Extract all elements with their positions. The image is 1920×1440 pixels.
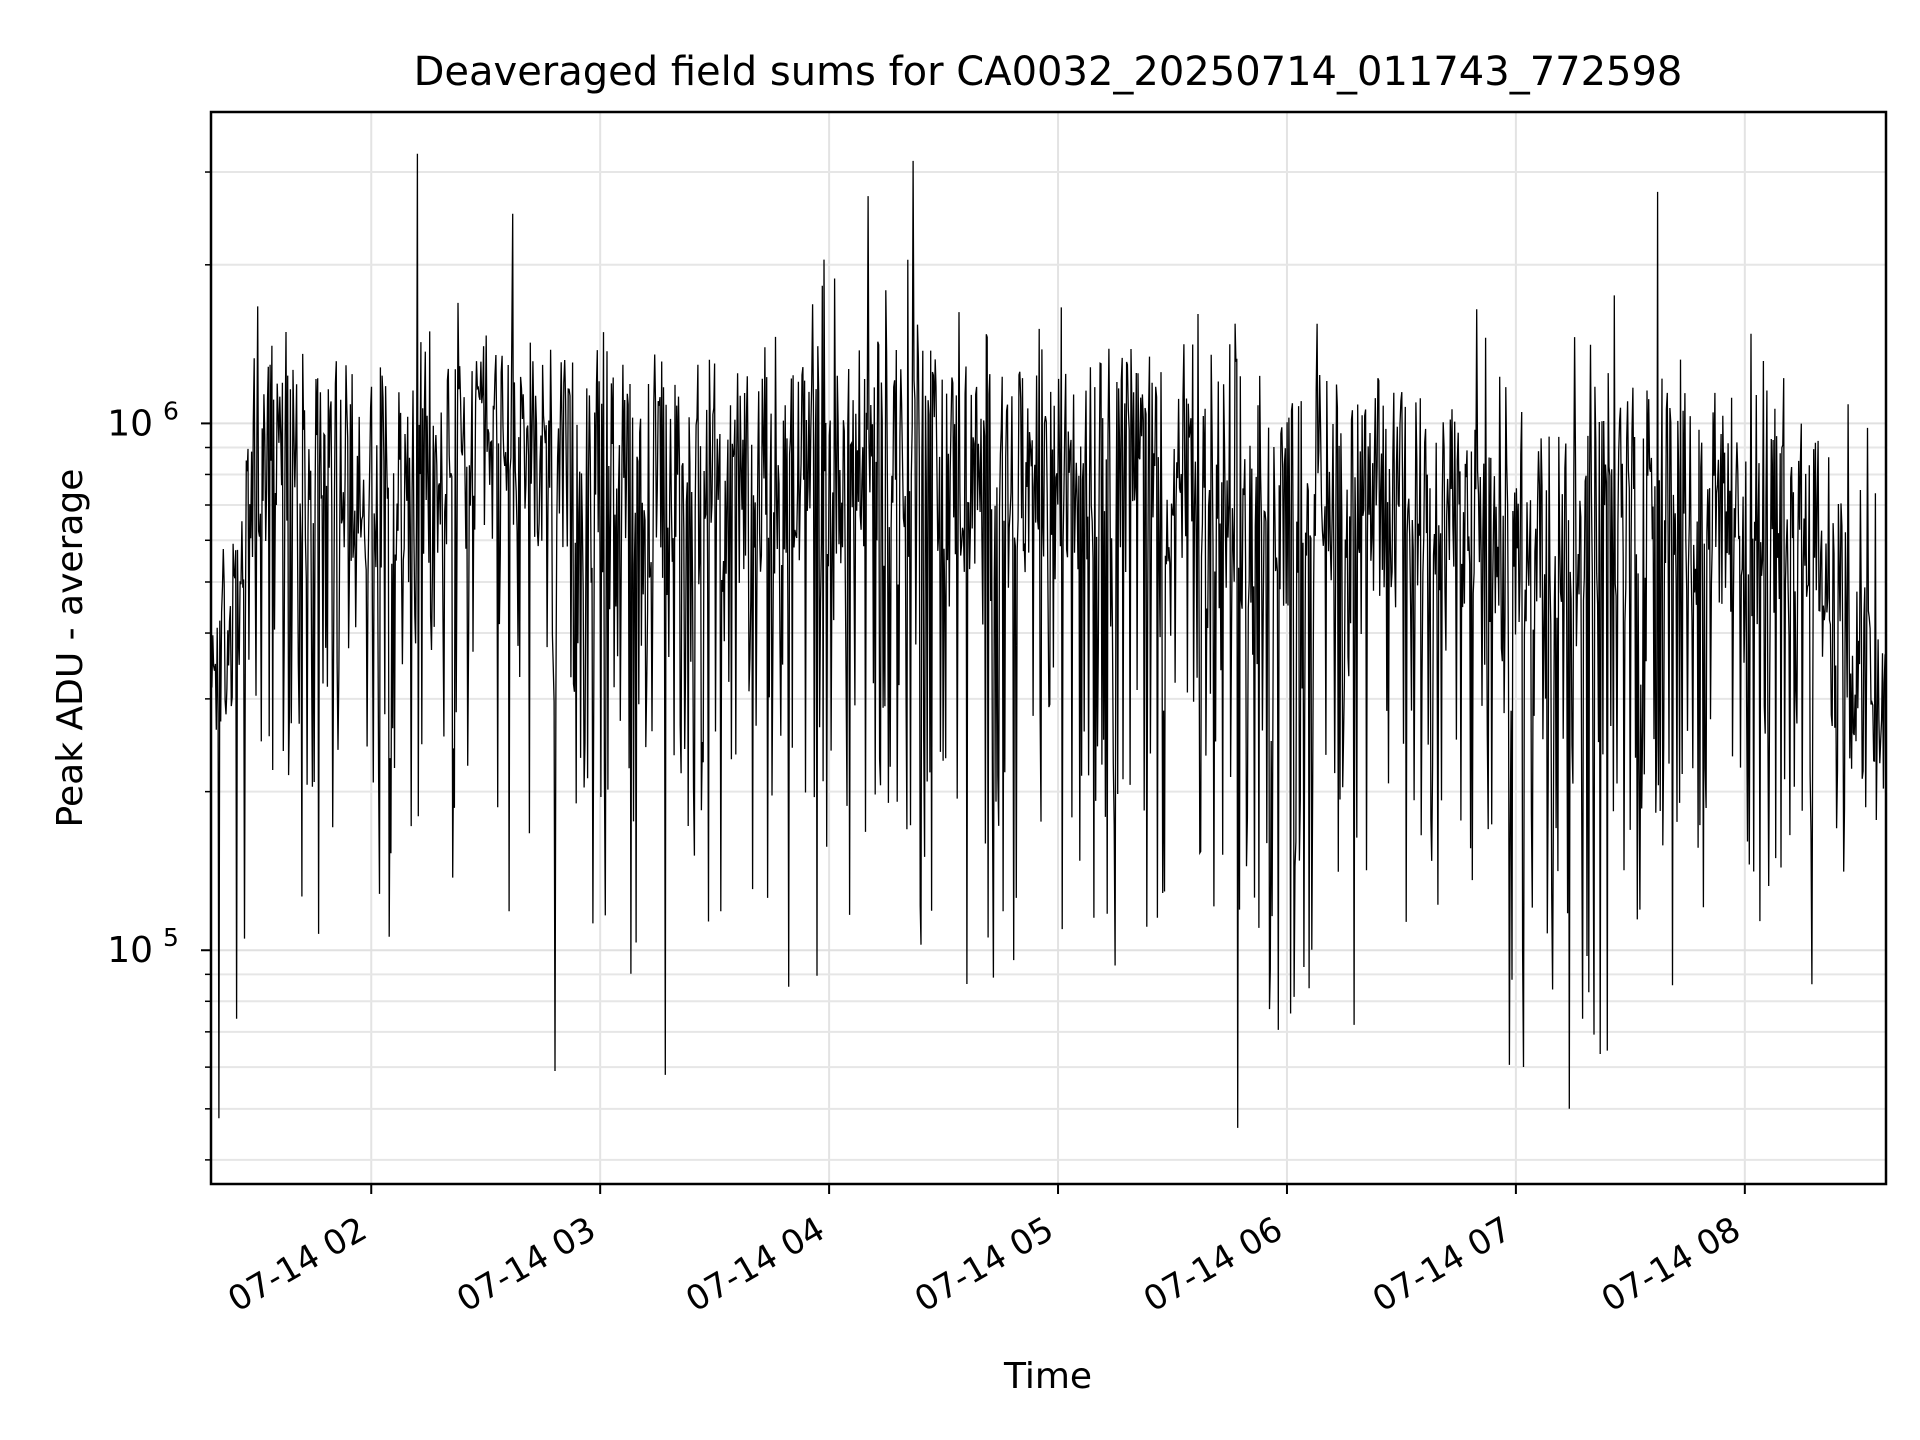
y-tick-label: 10 [107,930,153,971]
y-tick-exponent: 5 [163,923,179,952]
y-tick-exponent: 6 [163,396,179,425]
y-tick-base: 10 [107,403,153,444]
y-axis-label: Peak ADU - average [50,469,91,828]
chart-title: Deaveraged field sums for CA0032_2025071… [414,49,1683,95]
x-axis-label: Time [1003,1356,1092,1397]
plot-area [211,153,1886,1128]
data-series-line [211,153,1886,1128]
y-axis: 10 5 10 6 [107,171,211,1161]
y-tick-label: 10 [107,403,153,444]
plot-frame [209,110,1888,1186]
y-tick-base: 10 [107,930,153,971]
